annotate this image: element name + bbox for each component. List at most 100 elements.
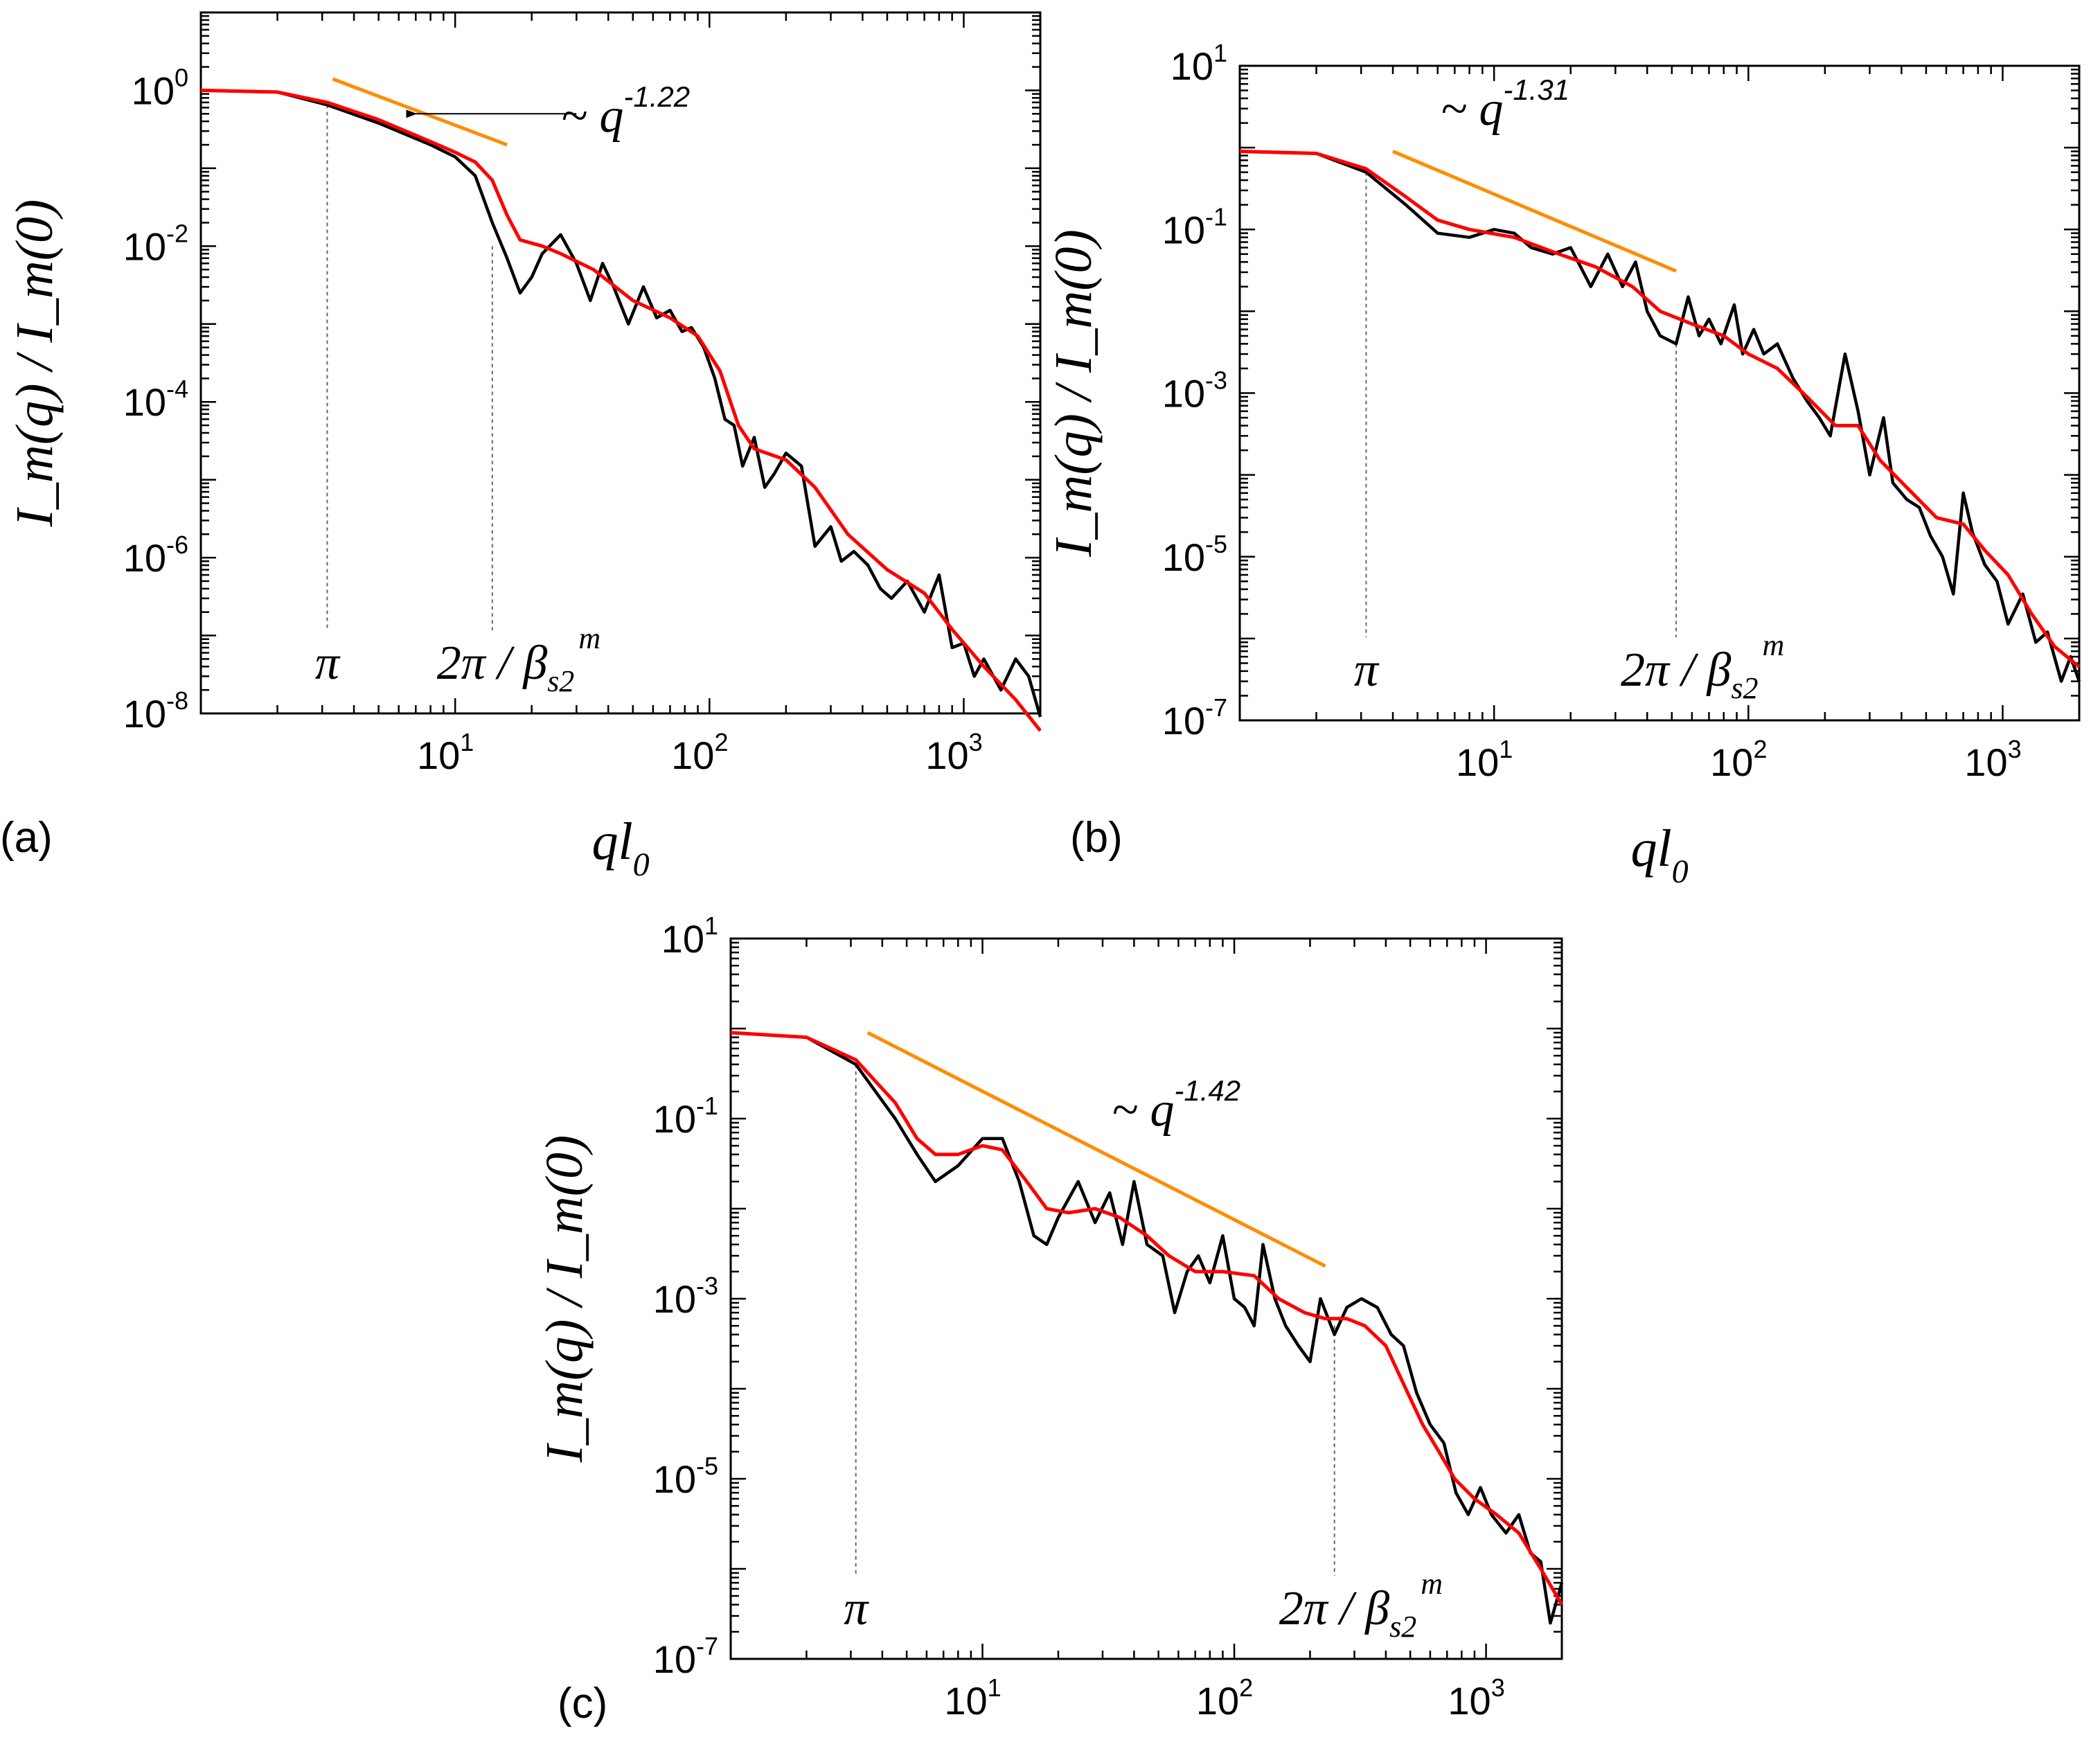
x-tick-exponent: 3 — [1491, 1673, 1505, 1702]
x-tick-base: 10 — [925, 734, 968, 777]
y-tick-label: 10-2 — [123, 219, 188, 268]
y-tick-exponent: -5 — [696, 1452, 718, 1480]
guide-label-beta: 2π / βs2m — [1621, 628, 1784, 705]
y-tick-label: 101 — [661, 912, 718, 961]
y-tick-label: 100 — [132, 63, 188, 112]
series-fit — [1239, 150, 2081, 668]
x-tick-base: 10 — [417, 734, 460, 777]
y-tick-base: 10 — [1162, 372, 1205, 416]
y-tick-exponent: -5 — [1205, 530, 1227, 558]
y-tick-base: 10 — [123, 380, 166, 424]
y-tick-label: 10-8 — [123, 686, 188, 736]
guide-label-pi: π — [315, 637, 341, 690]
x-tick-exponent: 1 — [1499, 735, 1513, 763]
y-tick-base: 10 — [653, 1457, 696, 1501]
y-tick-exponent: -1 — [1205, 202, 1227, 231]
y-tick-base: 10 — [661, 917, 704, 961]
y-tick-exponent: -2 — [166, 219, 188, 247]
guide-label-main: 2π / β — [437, 637, 548, 690]
y-tick-base: 10 — [653, 1277, 696, 1321]
x-tick-exponent: 1 — [988, 1673, 1002, 1702]
x-tick-label: 102 — [671, 728, 728, 777]
x-tick-label: 101 — [1456, 735, 1513, 784]
slope-line — [1392, 150, 1678, 273]
x-tick-label: 101 — [944, 1673, 1001, 1723]
y-tick-exponent: -3 — [1205, 366, 1227, 395]
x-axis-label-sub: 0 — [1672, 853, 1689, 890]
y-tick-base: 10 — [653, 1097, 696, 1141]
panel-label: (a) — [0, 814, 53, 862]
x-tick-label: 103 — [925, 728, 982, 777]
y-tick-base: 10 — [123, 224, 166, 268]
y-tick-label: 10-6 — [123, 531, 188, 580]
y-tick-label: 10-5 — [1162, 530, 1227, 579]
y-tick-label: 101 — [1171, 39, 1227, 88]
guide-label-sup: m — [1421, 1567, 1443, 1601]
x-tick-label: 102 — [1710, 735, 1767, 784]
slope-label-base: ~ q — [1112, 1083, 1174, 1137]
y-tick-label: 10-4 — [123, 375, 188, 424]
slope-label-base: ~ q — [1441, 82, 1503, 136]
plot-frame — [1238, 64, 2081, 722]
slope-label-exponent: -1.31 — [1503, 73, 1569, 106]
y-tick-exponent: -7 — [1205, 693, 1227, 722]
y-tick-label: 10-1 — [653, 1092, 718, 1141]
x-axis-label: ql0 — [591, 812, 649, 883]
x-tick-base: 10 — [944, 1679, 987, 1723]
guide-label-pi: π — [844, 1582, 869, 1635]
slope-label-exponent: -1.42 — [1174, 1074, 1240, 1107]
y-tick-label: 10-7 — [653, 1632, 718, 1681]
y-axis-label: I_m(q) / I_m(0) — [1044, 229, 1103, 558]
guide-label-beta: 2π / βs2m — [1279, 1567, 1443, 1644]
slope-line — [866, 1031, 1326, 1268]
y-tick-exponent: -7 — [696, 1632, 718, 1660]
x-tick-exponent: 1 — [460, 728, 474, 756]
panel-label: (c) — [558, 1680, 607, 1727]
x-tick-exponent: 2 — [1753, 735, 1767, 763]
x-tick-label: 101 — [417, 728, 474, 777]
y-axis-label: I_m(q) / I_m(0) — [6, 199, 64, 528]
y-tick-base: 10 — [1162, 699, 1205, 743]
guide-label-main: 2π / β — [1279, 1582, 1390, 1635]
guide-label-beta: 2π / βs2m — [437, 621, 600, 698]
y-tick-base: 10 — [1171, 44, 1213, 88]
guide-label-sub: s2 — [547, 664, 574, 698]
y-tick-base: 10 — [1162, 208, 1205, 251]
y-tick-base: 10 — [123, 536, 166, 580]
guide-label-main: 2π / β — [1621, 643, 1732, 697]
y-tick-exponent: -1 — [696, 1092, 718, 1120]
y-tick-base: 10 — [1162, 535, 1205, 579]
slope-label: ~ q-1.42 — [1112, 1074, 1240, 1137]
x-axis-label-main: ql — [1630, 819, 1671, 878]
y-tick-label: 10-3 — [1162, 366, 1227, 416]
x-tick-label: 102 — [1196, 1673, 1253, 1723]
slope-line — [332, 77, 508, 147]
x-axis-label: ql0 — [1630, 819, 1688, 890]
x-tick-label: 103 — [1964, 735, 2021, 784]
x-tick-exponent: 2 — [714, 728, 728, 756]
y-tick-exponent: -6 — [166, 531, 188, 559]
guide-label-sup: m — [1763, 628, 1785, 662]
x-tick-exponent: 2 — [1239, 1673, 1253, 1702]
slope-label-exponent: -1.22 — [623, 80, 690, 113]
y-tick-label: 10-1 — [1162, 202, 1227, 251]
slope-label: ~ q-1.22 — [561, 80, 690, 143]
x-tick-label: 103 — [1448, 1673, 1504, 1723]
x-axis-label-main: ql — [591, 812, 632, 871]
y-tick-exponent: -8 — [166, 686, 188, 715]
x-axis-label-sub: 0 — [633, 846, 650, 883]
guide-label-sub: s2 — [1389, 1610, 1416, 1644]
series-simulation — [200, 89, 1042, 718]
x-tick-base: 10 — [1964, 740, 2007, 784]
x-tick-base: 10 — [671, 734, 714, 777]
guide-label-sub: s2 — [1731, 671, 1758, 705]
y-axis-label: I_m(q) / I_m(0) — [535, 1135, 594, 1464]
x-tick-exponent: 3 — [2008, 735, 2022, 763]
y-tick-label: 10-7 — [1162, 693, 1227, 743]
series-fit — [200, 88, 1042, 732]
y-tick-base: 10 — [132, 69, 175, 112]
guide-label-sup: m — [578, 621, 600, 655]
